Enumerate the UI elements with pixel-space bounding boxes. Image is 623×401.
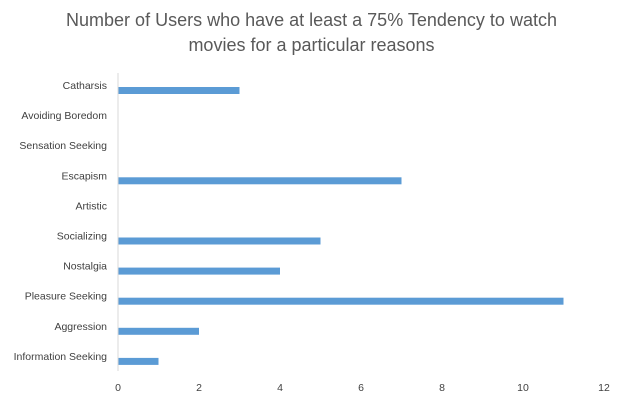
- category-label-socializing: Socializing: [57, 231, 107, 243]
- bar-pleasure-seeking: [118, 297, 564, 305]
- x-tick-8: 8: [439, 382, 445, 394]
- x-tick-2: 2: [196, 382, 202, 394]
- category-label-sensation-seeking: Sensation Seeking: [19, 140, 107, 152]
- chart-title: Number of Users who have at least a 75% …: [0, 8, 623, 58]
- category-label-artistic: Artistic: [76, 200, 108, 212]
- category-label-escapism: Escapism: [61, 170, 107, 182]
- x-tick-6: 6: [358, 382, 364, 394]
- bar-nostalgia: [118, 267, 280, 275]
- x-tick-4: 4: [277, 382, 283, 394]
- category-label-nostalgia: Nostalgia: [63, 261, 107, 273]
- category-label-catharsis: Catharsis: [63, 80, 107, 92]
- chart-title-line-2: movies for a particular reasons: [188, 35, 435, 55]
- bar-socializing: [118, 237, 321, 245]
- x-tick-12: 12: [598, 382, 610, 394]
- category-label-information-seeking: Information Seeking: [14, 351, 108, 363]
- bar-aggression: [118, 327, 199, 335]
- bar-catharsis: [118, 87, 240, 94]
- category-labels: Catharsis Avoiding Boredom Sensation Seeki…: [14, 80, 108, 363]
- category-label-pleasure-seeking: Pleasure Seeking: [25, 291, 107, 303]
- x-tick-labels: 0 2 4 6 8 10 12: [115, 382, 610, 394]
- x-tick-10: 10: [517, 382, 529, 394]
- bar-escapism: [118, 177, 402, 185]
- chart-title-line-1: Number of Users who have at least a 75% …: [66, 10, 557, 30]
- x-tick-0: 0: [115, 382, 121, 394]
- bar-information-seeking: [118, 357, 159, 365]
- category-label-avoiding-boredom: Avoiding Boredom: [21, 110, 107, 122]
- bars-group: [118, 87, 564, 365]
- category-label-aggression: Aggression: [54, 321, 107, 333]
